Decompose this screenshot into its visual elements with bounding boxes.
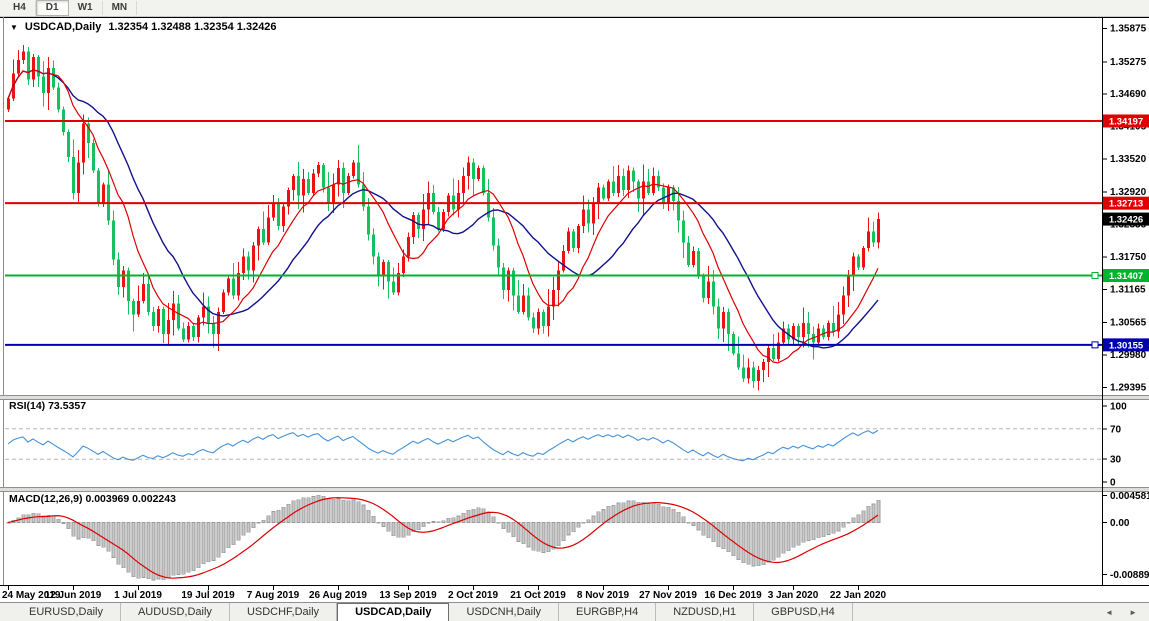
tab-scroll-right-button[interactable]: ► [1129,608,1137,617]
svg-text:1.32713: 1.32713 [1109,199,1143,210]
timeframe-button-d1[interactable]: D1 [35,0,69,16]
tab-scroll-left-button[interactable]: ◄ [1105,608,1114,617]
symbol-title: USDCAD,Daily [24,21,102,33]
svg-text:1.32426: 1.32426 [1109,215,1143,226]
svg-text:1 Jul 2019: 1 Jul 2019 [114,590,162,601]
svg-text:21 Oct 2019: 21 Oct 2019 [510,590,566,601]
svg-text:1.31407: 1.31407 [1109,271,1143,282]
chart-tab-usdcnh-daily[interactable]: USDCNH,Daily [449,603,560,621]
chart-tab-bar: EURUSD,Daily AUDUSD,Daily USDCHF,Daily USDC… [0,602,1149,621]
chart-tab-audusd-daily[interactable]: AUDUSD,Daily [121,603,230,621]
svg-text:26 Aug 2019: 26 Aug 2019 [309,590,367,601]
macd-label: MACD(12,26,9) 0.003969 0.002243 [9,493,176,505]
svg-text:0.004581: 0.004581 [1110,491,1149,502]
svg-text:30: 30 [1110,455,1122,466]
chart-tab-gbpusd-h4[interactable]: GBPUSD,H4 [754,603,853,621]
svg-text:0.00: 0.00 [1110,518,1130,529]
svg-text:1.35275: 1.35275 [1110,57,1147,68]
svg-text:1.29395: 1.29395 [1110,382,1147,393]
svg-text:8 Nov 2019: 8 Nov 2019 [577,590,630,601]
svg-text:19 Jul 2019: 19 Jul 2019 [181,590,235,601]
svg-text:3 Jan 2020: 3 Jan 2020 [768,590,819,601]
svg-text:13 Sep 2019: 13 Sep 2019 [379,590,437,601]
svg-text:100: 100 [1110,402,1127,413]
timeframe-button-mn[interactable]: MN [103,1,138,15]
svg-text:1.33520: 1.33520 [1110,154,1147,165]
svg-text:1.34197: 1.34197 [1109,116,1143,127]
chart-canvas[interactable]: 1.358751.352751.346901.341051.335201.329… [0,0,1149,602]
chart-tab-nzdusd-h1[interactable]: NZDUSD,H1 [656,603,755,621]
chart-tab-eurusd-daily[interactable]: EURUSD,Daily [12,603,121,621]
timeframe-button-h4[interactable]: H4 [4,1,36,15]
svg-text:70: 70 [1110,424,1122,435]
svg-text:1.30155: 1.30155 [1109,340,1144,351]
svg-text:1.29980: 1.29980 [1110,350,1147,361]
svg-text:2 Oct 2019: 2 Oct 2019 [448,590,498,601]
chart-tab-usdcad-daily[interactable]: USDCAD,Daily [337,602,450,621]
chart-tab-usdchf-daily[interactable]: USDCHF,Daily [230,603,338,621]
svg-text:-0.008894: -0.008894 [1110,570,1149,581]
svg-text:1.34690: 1.34690 [1110,89,1147,100]
ohlc-readout: 1.32354 1.32488 1.32354 1.32426 [108,21,277,33]
svg-text:7 Aug 2019: 7 Aug 2019 [247,590,300,601]
timeframe-toolbar: H4 D1 W1 MN [0,0,1149,17]
chart-title: ▼ USDCAD,Daily 1.32354 1.32488 1.32354 1… [10,21,277,33]
rsi-label: RSI(14) 73.5357 [9,400,87,412]
svg-text:1.35875: 1.35875 [1110,24,1147,35]
svg-text:0: 0 [1110,478,1116,489]
svg-text:27 Nov 2019: 27 Nov 2019 [639,590,697,601]
chart-tab-eurgbp-h4[interactable]: EURGBP,H4 [559,603,657,621]
collapse-icon[interactable]: ▼ [10,23,18,32]
svg-text:12 Jun 2019: 12 Jun 2019 [45,590,102,601]
svg-text:24 May 2019: 24 May 2019 [2,590,61,601]
svg-text:1.31750: 1.31750 [1110,252,1147,263]
svg-text:1.30565: 1.30565 [1110,318,1147,329]
svg-text:16 Dec 2019: 16 Dec 2019 [704,590,762,601]
svg-text:1.32920: 1.32920 [1110,187,1147,198]
svg-text:1.31165: 1.31165 [1110,284,1146,295]
timeframe-button-w1[interactable]: W1 [69,1,103,15]
svg-text:22 Jan 2020: 22 Jan 2020 [830,590,887,601]
tab-scroll-controls: ◄ ► [1093,608,1149,617]
